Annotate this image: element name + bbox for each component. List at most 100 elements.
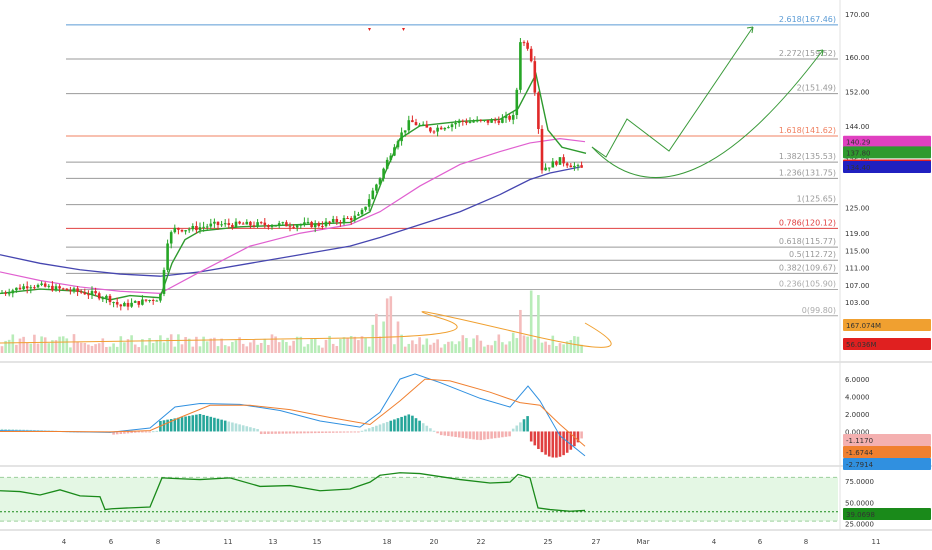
macd-histogram-bar	[141, 431, 144, 433]
candle-body	[331, 219, 335, 223]
volume-bar	[281, 339, 285, 353]
candle-body	[137, 301, 141, 305]
volume-bar	[79, 342, 83, 353]
volume-bar	[472, 338, 475, 353]
candle-body	[468, 121, 472, 123]
volume-bar	[177, 334, 180, 353]
candle-body	[321, 225, 324, 227]
macd-histogram-bar	[432, 430, 436, 432]
candle-body	[450, 124, 454, 128]
macd-histogram-bar	[321, 431, 324, 433]
candle-body	[177, 227, 180, 230]
candle-body	[339, 222, 342, 224]
candle-body	[475, 119, 479, 122]
macd-histogram-bar	[137, 431, 141, 433]
volume-bar	[313, 338, 317, 353]
volume-bar	[407, 343, 411, 353]
candle-body	[43, 283, 47, 287]
volume-bar	[364, 338, 367, 353]
candle-body	[162, 269, 166, 294]
candle-body	[234, 221, 238, 228]
candle-body	[558, 157, 562, 165]
candle-body	[483, 119, 486, 121]
rsi-tick-label: 75.0000	[845, 478, 874, 486]
candle-body	[573, 165, 576, 168]
volume-bar	[555, 346, 558, 353]
volume-bar	[389, 296, 393, 353]
volume-bar	[223, 345, 227, 353]
macd-histogram-bar	[537, 431, 540, 449]
fib-level-label: 1.618(141.62)	[779, 126, 836, 135]
macd-histogram-bar	[533, 431, 537, 446]
macd-badge-bg	[843, 446, 931, 458]
candle-body	[36, 284, 40, 288]
candle-body	[25, 286, 29, 289]
candle-body	[313, 223, 317, 228]
price-tick-label: 125.00	[845, 204, 870, 212]
macd-histogram-bar	[439, 431, 443, 436]
fib-level-label: 0.618(115.77)	[779, 237, 836, 246]
volume-bar	[87, 344, 90, 353]
volume-bar	[562, 344, 565, 353]
candle-body	[540, 128, 544, 171]
macd-histogram-bar	[349, 431, 353, 433]
candle-body	[576, 165, 580, 167]
macd-histogram-bar	[133, 431, 137, 433]
volume-bar	[544, 341, 547, 353]
candle-body	[565, 163, 569, 166]
volume-bar	[569, 339, 573, 353]
candle-body	[112, 302, 115, 304]
candle-body	[274, 225, 277, 227]
volume-bar	[317, 345, 321, 353]
volume-bar	[195, 336, 198, 353]
fib-level-label: 2.618(167.46)	[779, 15, 836, 24]
macd-histogram-bar	[411, 415, 414, 432]
candle-body	[15, 287, 18, 291]
macd-histogram-bar	[569, 431, 573, 450]
volume-bar	[497, 334, 501, 353]
candle-body	[40, 283, 43, 285]
fib-level-label: 2(151.49)	[797, 84, 836, 93]
volume-bar	[457, 341, 461, 353]
volume-bar	[234, 340, 238, 353]
candle-body	[551, 161, 555, 168]
macd-histogram-bar	[421, 423, 425, 432]
candle-body	[249, 221, 252, 226]
volume-bar	[97, 343, 101, 353]
candle-body	[173, 227, 177, 233]
volume-bar	[198, 346, 202, 353]
volume-bar	[187, 338, 191, 353]
volume-bar	[349, 336, 353, 353]
volume-bar	[483, 346, 486, 353]
x-tick-label: 8	[804, 538, 808, 546]
projection-curve-2	[591, 49, 824, 179]
macd-histogram-bar	[130, 431, 133, 434]
candle-body	[425, 124, 429, 128]
volume-bar	[565, 341, 569, 353]
macd-histogram-bar	[508, 431, 511, 437]
candle-body	[360, 209, 364, 215]
volume-bar	[137, 347, 141, 353]
volume-bar	[378, 336, 382, 353]
macd-histogram-bar	[252, 428, 256, 432]
volume-bar	[119, 336, 123, 353]
candle-body	[493, 119, 497, 121]
macd-histogram-bar	[414, 418, 418, 432]
macd-histogram-bar	[468, 431, 472, 439]
macd-histogram-bar	[335, 431, 339, 433]
x-tick-label: 25	[544, 538, 553, 546]
volume-bar	[339, 339, 342, 353]
candle-body	[216, 221, 220, 225]
candle-body	[58, 286, 61, 289]
volume-bar	[288, 345, 292, 353]
macd-histogram-bar	[501, 431, 504, 438]
macd-histogram-bar	[504, 431, 508, 437]
candle-body	[292, 226, 295, 228]
macd-histogram-bar	[544, 431, 547, 455]
candle-body	[223, 223, 227, 225]
volume-bar	[76, 341, 79, 353]
volume-bar	[403, 346, 407, 353]
candle-body	[501, 118, 504, 123]
